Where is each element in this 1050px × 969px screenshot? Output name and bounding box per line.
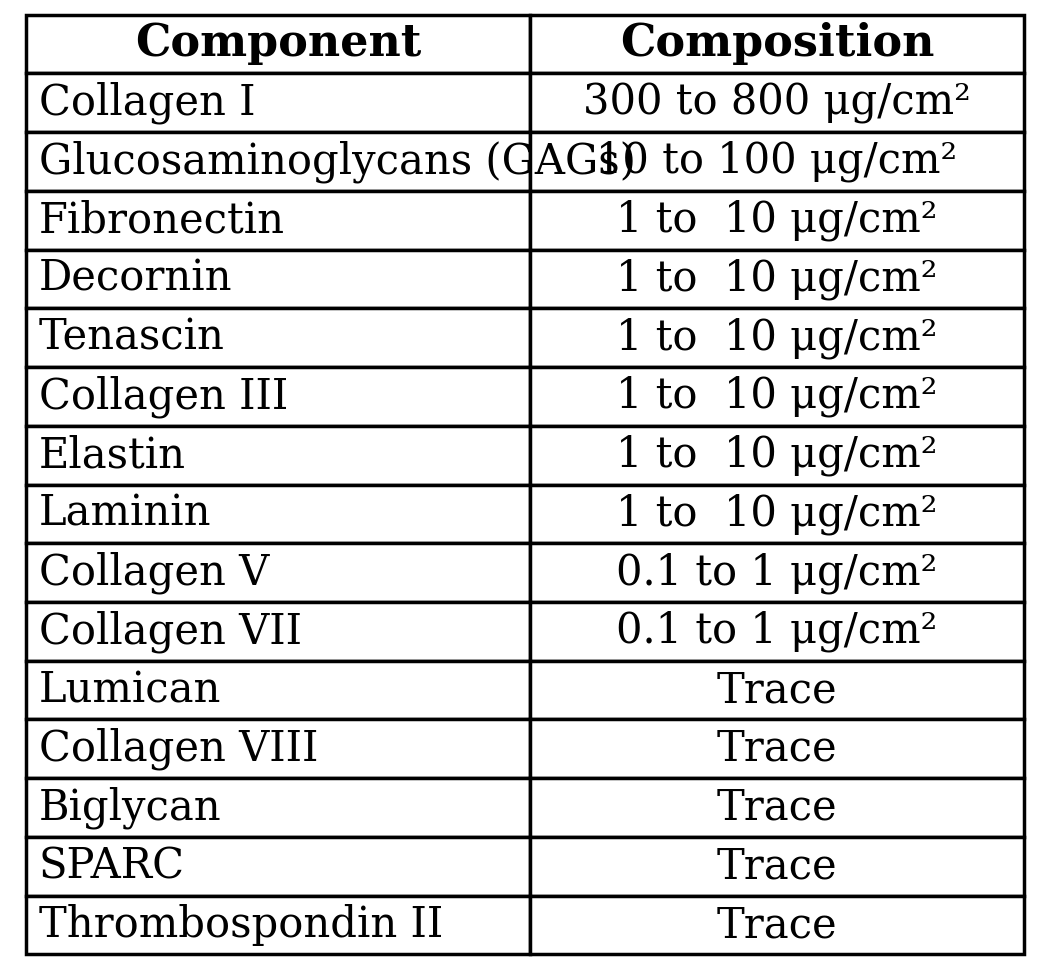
Bar [26, 74, 530, 132]
Text: Collagen I: Collagen I [39, 81, 255, 124]
Bar [26, 15, 530, 74]
Bar [530, 602, 1024, 661]
Text: 1 to  10 μg/cm²: 1 to 10 μg/cm² [616, 434, 938, 476]
Bar [26, 837, 530, 895]
Text: Collagen III: Collagen III [39, 375, 288, 418]
Bar [26, 132, 530, 191]
Text: Biglycan: Biglycan [39, 787, 222, 828]
Text: 10 to 100 μg/cm²: 10 to 100 μg/cm² [596, 141, 958, 182]
Bar [530, 661, 1024, 719]
Text: Lumican: Lumican [39, 670, 222, 711]
Text: Trace: Trace [716, 787, 837, 828]
Text: 300 to 800 μg/cm²: 300 to 800 μg/cm² [583, 81, 971, 124]
Bar [26, 425, 530, 484]
Bar [26, 250, 530, 308]
Text: 1 to  10 μg/cm²: 1 to 10 μg/cm² [616, 375, 938, 418]
Bar [530, 425, 1024, 484]
Text: Trace: Trace [716, 670, 837, 711]
Text: Trace: Trace [716, 904, 837, 946]
Text: 1 to  10 μg/cm²: 1 to 10 μg/cm² [616, 200, 938, 241]
Bar [26, 308, 530, 367]
Text: 0.1 to 1 μg/cm²: 0.1 to 1 μg/cm² [616, 551, 938, 594]
Bar [26, 544, 530, 602]
Text: 0.1 to 1 μg/cm²: 0.1 to 1 μg/cm² [616, 610, 938, 652]
Text: Tenascin: Tenascin [39, 317, 225, 359]
Bar [26, 484, 530, 544]
Bar [530, 778, 1024, 837]
Bar [530, 837, 1024, 895]
Bar [530, 895, 1024, 954]
Bar [26, 191, 530, 250]
Bar [26, 661, 530, 719]
Bar [26, 602, 530, 661]
Text: Collagen VIII: Collagen VIII [39, 728, 318, 770]
Text: Laminin: Laminin [39, 493, 211, 535]
Text: Decornin: Decornin [39, 258, 232, 299]
Bar [530, 250, 1024, 308]
Bar [26, 895, 530, 954]
Bar [530, 367, 1024, 425]
Text: Trace: Trace [716, 728, 837, 769]
Text: Elastin: Elastin [39, 434, 186, 476]
Text: Fibronectin: Fibronectin [39, 200, 285, 241]
Text: 1 to  10 μg/cm²: 1 to 10 μg/cm² [616, 317, 938, 359]
Bar [26, 367, 530, 425]
Bar [530, 719, 1024, 778]
Text: Trace: Trace [716, 845, 837, 888]
Text: Component: Component [135, 22, 421, 66]
Bar [530, 74, 1024, 132]
Bar [530, 544, 1024, 602]
Text: Composition: Composition [620, 22, 934, 66]
Bar [26, 778, 530, 837]
Bar [530, 308, 1024, 367]
Text: 1 to  10 μg/cm²: 1 to 10 μg/cm² [616, 493, 938, 535]
Text: Glucosaminoglycans (GAGs): Glucosaminoglycans (GAGs) [39, 141, 635, 182]
Bar [530, 484, 1024, 544]
Bar [530, 15, 1024, 74]
Text: 1 to  10 μg/cm²: 1 to 10 μg/cm² [616, 258, 938, 299]
Bar [530, 132, 1024, 191]
Text: Collagen V: Collagen V [39, 551, 269, 594]
Text: Thrombospondin II: Thrombospondin II [39, 904, 443, 946]
Bar [26, 719, 530, 778]
Text: Collagen VII: Collagen VII [39, 610, 301, 652]
Text: SPARC: SPARC [39, 845, 185, 888]
Bar [530, 191, 1024, 250]
